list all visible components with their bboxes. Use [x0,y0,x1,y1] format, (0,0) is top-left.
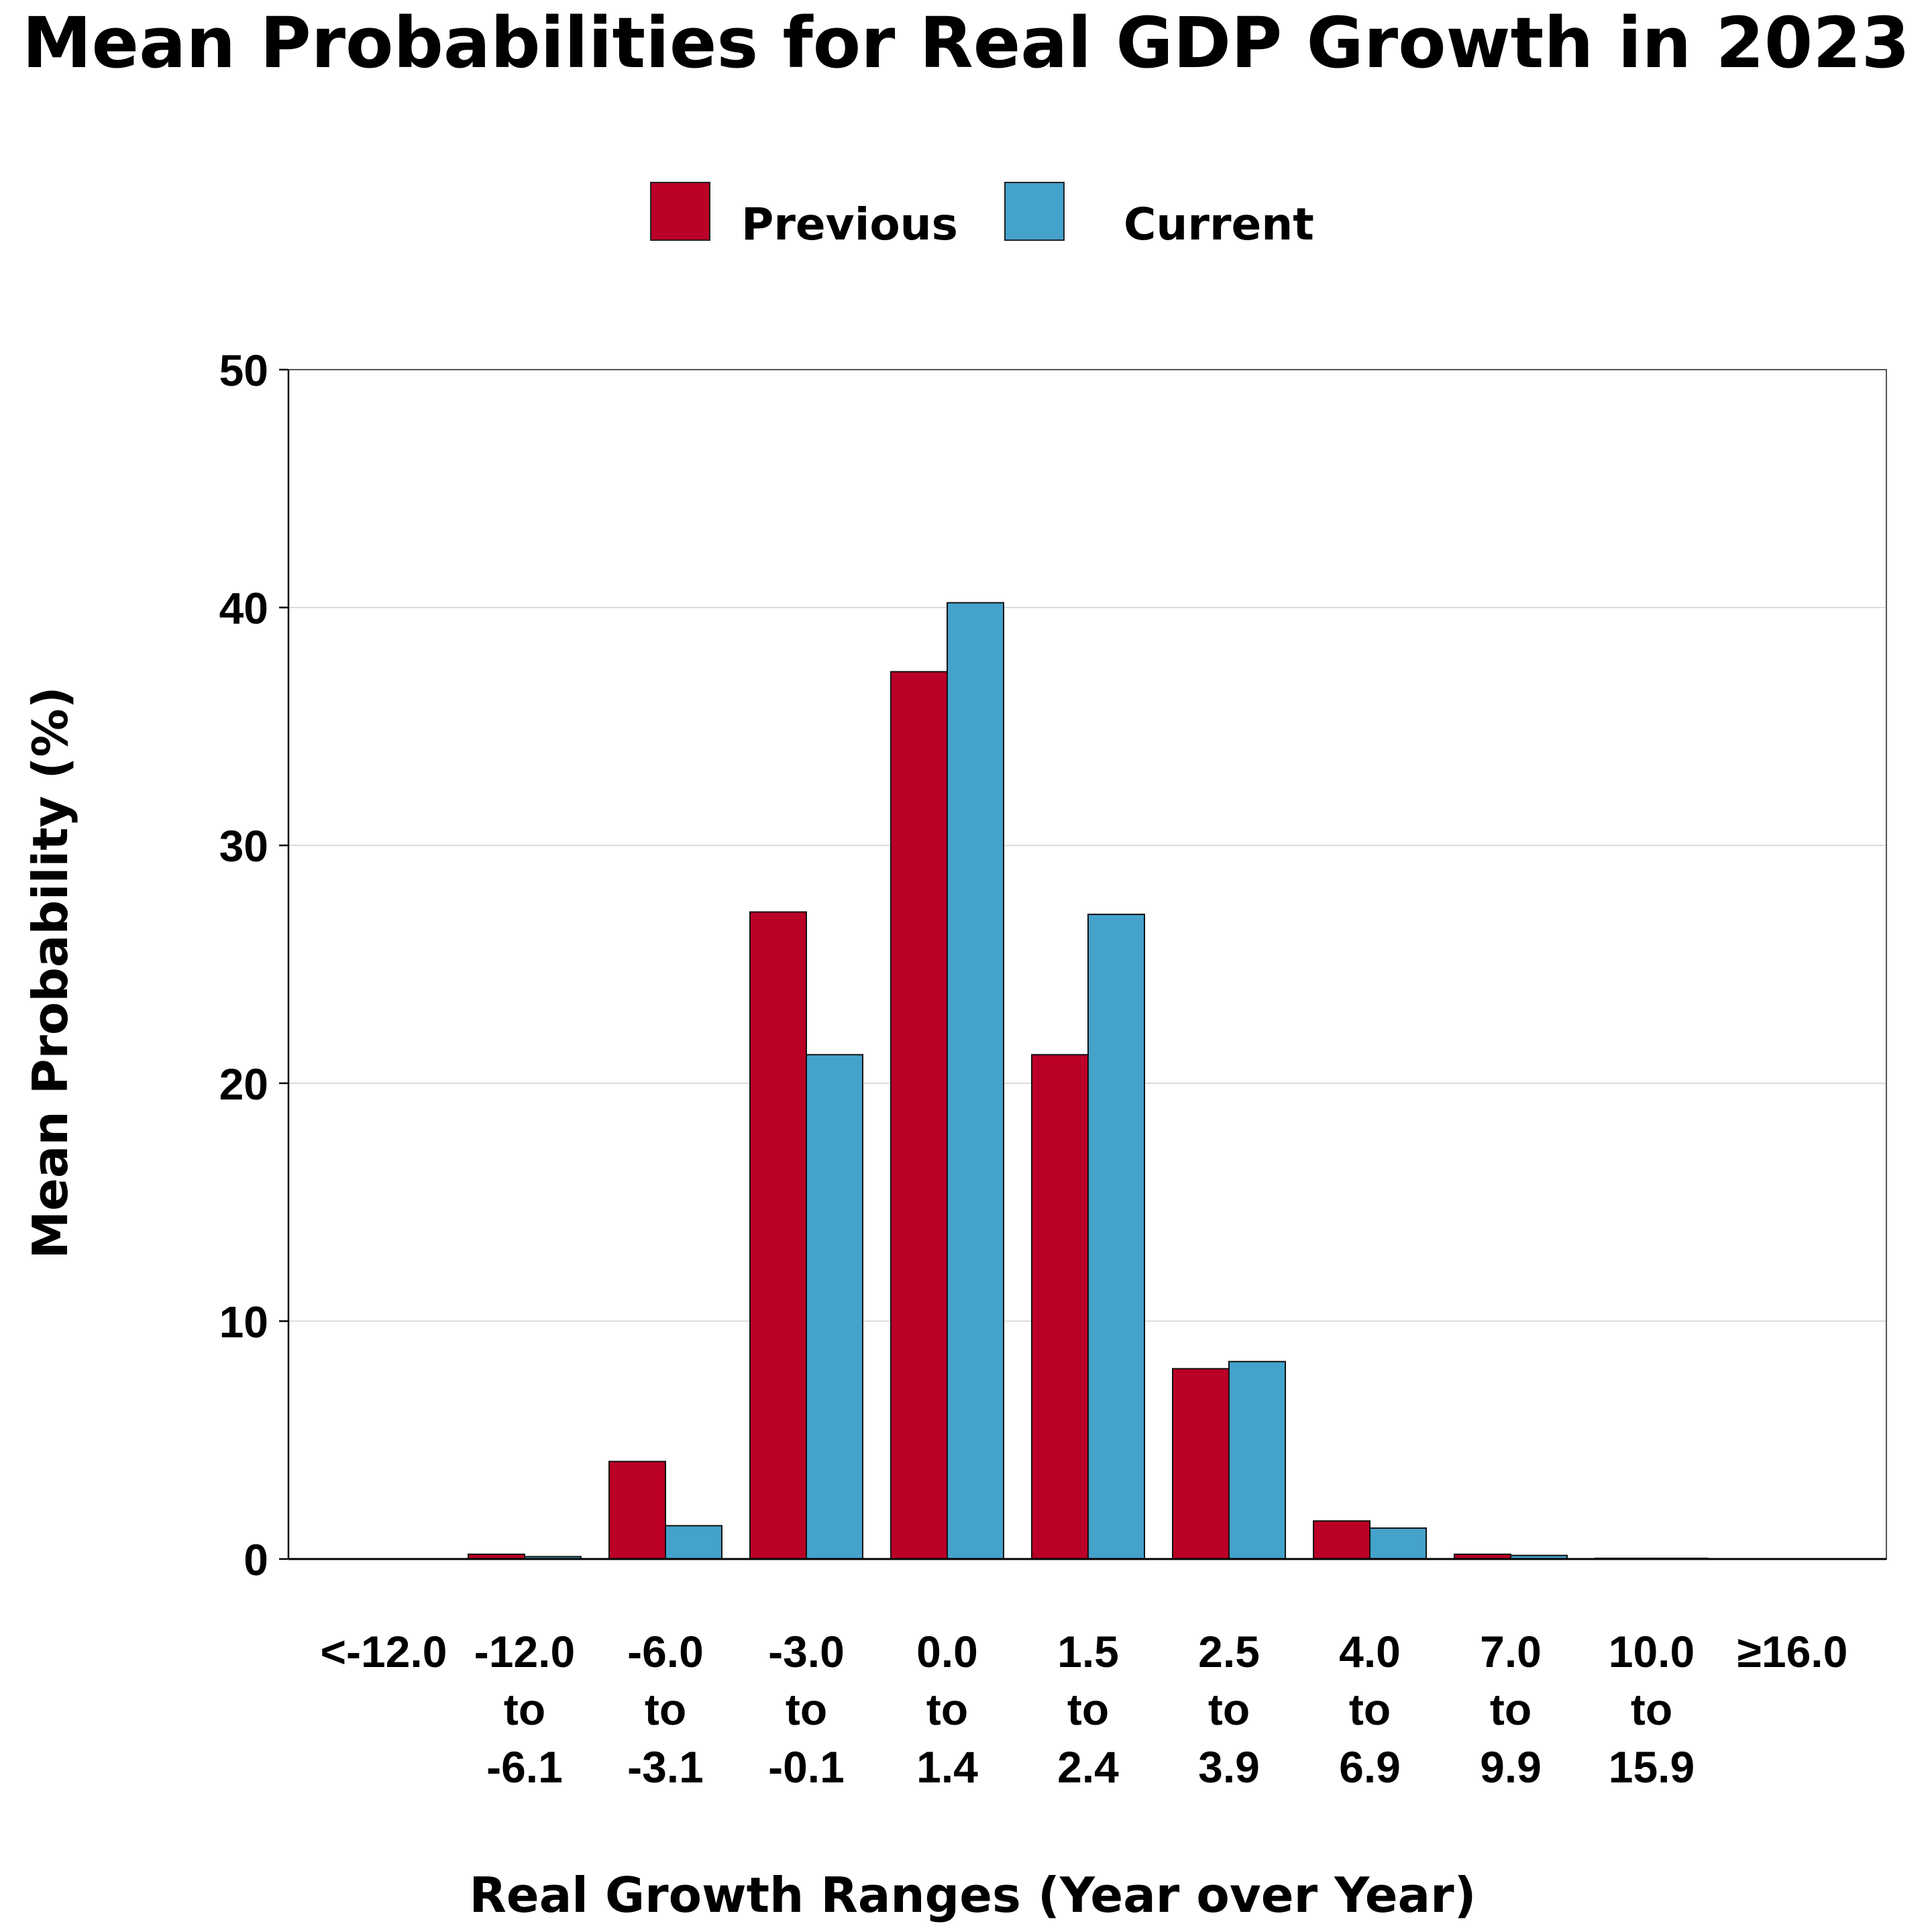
chart-title: Mean Probabilities for Real GDP Growth i… [22,2,1910,84]
x-tick-label-line: 6.9 [1339,1742,1401,1792]
x-tick-label-line: 2.5 [1198,1627,1260,1676]
bar-current-3 [806,1054,863,1560]
x-tick-label: -6.0 to -3.1 [627,1627,704,1792]
x-tick-label-line: 3.9 [1198,1742,1260,1792]
bar-previous-6 [1172,1368,1230,1560]
x-tick-label-line: -12.0 [474,1627,575,1676]
x-tick-label-line: -0.1 [768,1742,845,1792]
x-tick-label: ≥16.0 [1737,1627,1848,1676]
x-tick-label-line: -6.0 [627,1627,704,1676]
x-tick-label-line: <-12.0 [321,1627,447,1676]
bars [468,602,1709,1560]
y-axis-ticks: 0 10 20 30 40 50 [219,345,288,1585]
x-tick-label-line: -6.1 [486,1742,563,1792]
x-tick-label: 7.0 to 9.9 [1480,1627,1542,1792]
x-tick-label: <-12.0 [321,1627,447,1676]
x-tick-label-line: -3.0 [768,1627,845,1676]
bar-current-5 [1087,914,1145,1560]
bar-current-4 [947,602,1004,1560]
bar-current-2 [665,1525,722,1560]
x-tick-label: 2.5 to 3.9 [1198,1627,1260,1792]
y-tick-label: 30 [219,821,268,871]
x-tick-label-line: ≥16.0 [1737,1627,1848,1676]
x-tick-label-line: 2.4 [1057,1742,1119,1792]
bar-previous-2 [608,1460,666,1560]
y-tick-label: 50 [219,345,268,395]
x-tick-label-line: to [786,1684,827,1734]
x-tick-label-line: 0.0 [916,1627,978,1676]
x-tick-label: -3.0 to -0.1 [768,1627,845,1792]
x-tick-label-line: to [926,1684,968,1734]
x-tick-label: 4.0 to 6.9 [1339,1627,1401,1792]
bar-previous-4 [890,671,948,1560]
bar-current-7 [1369,1527,1427,1560]
y-tick-label: 10 [219,1297,268,1346]
x-tick-label-line: to [504,1684,545,1734]
x-tick-label-line: 7.0 [1480,1627,1542,1676]
x-tick-label-line: 15.9 [1609,1742,1695,1792]
x-tick-label-line: to [1631,1684,1672,1734]
x-axis-label: Real Growth Ranges (Year over Year) [469,1867,1476,1923]
x-axis-tick-labels: <-12.0 -12.0 to -6.1 -6.0 to -3.1 -3.0 to -0.1 0.0… [321,1627,1848,1792]
x-tick-label-line: to [1490,1684,1532,1734]
x-tick-label-line: 9.9 [1480,1742,1542,1792]
x-tick-label-line: -3.1 [627,1742,704,1792]
x-tick-label-line: to [1349,1684,1391,1734]
x-tick-label-line: 4.0 [1339,1627,1401,1676]
y-tick-label: 40 [219,584,268,633]
bar-current-6 [1228,1360,1286,1560]
x-tick-label: 0.0 to 1.4 [916,1627,978,1792]
x-tick-label-line: 1.5 [1057,1627,1119,1676]
legend-label-current: Current [1124,199,1314,250]
legend: Previous Current [650,182,1314,250]
x-tick-label-line: 1.4 [916,1742,978,1792]
x-tick-label: 1.5 to 2.4 [1057,1627,1119,1792]
bar-previous-3 [749,911,807,1560]
y-tick-label: 20 [219,1059,268,1109]
x-tick-label-line: to [1208,1684,1250,1734]
y-axis-label: Mean Probability (%) [22,686,78,1258]
x-tick-label-line: to [1067,1684,1109,1734]
legend-swatch-previous [650,182,710,241]
x-tick-label: 10.0 to 15.9 [1609,1627,1695,1792]
bar-previous-5 [1031,1054,1089,1560]
x-tick-label: -12.0 to -6.1 [474,1627,575,1792]
legend-swatch-current [1004,182,1065,241]
x-tick-label-line: to [645,1684,686,1734]
x-tick-label-line: 10.0 [1609,1627,1695,1676]
y-tick-label: 0 [244,1535,268,1585]
legend-label-previous: Previous [741,199,958,250]
bar-previous-7 [1313,1520,1371,1560]
